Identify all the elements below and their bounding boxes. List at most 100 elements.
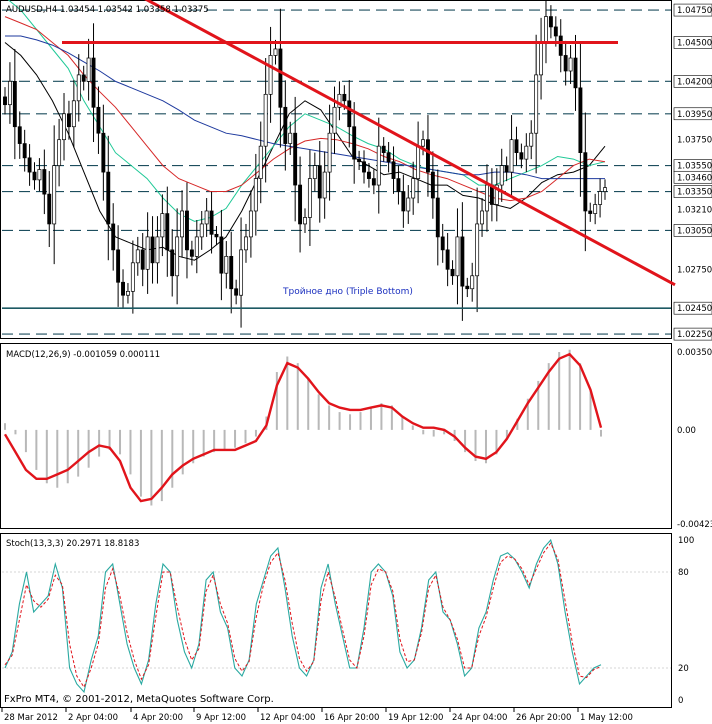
price-label-box	[673, 75, 712, 88]
candle-bull	[180, 210, 184, 238]
time-tick-label: 28 Mar 2012	[4, 713, 58, 723]
candle-bear	[81, 74, 86, 82]
candle-bear	[121, 281, 125, 296]
price-label-box	[673, 107, 712, 121]
candle-bear	[578, 87, 583, 154]
candle-bull	[593, 204, 598, 214]
candle-bear	[96, 106, 101, 134]
candle-bear	[371, 178, 376, 186]
candle-bull	[303, 217, 307, 225]
candle-bull	[135, 249, 140, 264]
candle-bull	[475, 223, 480, 277]
candle-bull	[258, 145, 263, 179]
triple-bottom-annotation: Тройное дно (Triple Bottom)	[282, 287, 413, 297]
candle-bear	[401, 191, 406, 212]
candle-bull	[421, 139, 425, 147]
time-tick-label: 9 Apr 12:00	[196, 713, 246, 723]
candle-bear	[32, 171, 37, 181]
candle-bull	[37, 169, 42, 181]
candle-bull	[52, 165, 57, 225]
stoch-tick-label: 80	[678, 568, 689, 578]
candle-bull	[534, 74, 539, 134]
candle-bull	[455, 236, 460, 277]
candle-bear	[460, 236, 465, 287]
time-tick-label: 2 Apr 04:00	[68, 713, 118, 723]
stoch-tick-label: 0	[678, 696, 683, 706]
candle-bear	[185, 210, 189, 251]
candle-bear	[519, 152, 524, 160]
price-tick-label: 1.03750	[677, 136, 712, 146]
candle-bear	[563, 55, 568, 72]
candle-bear	[150, 236, 155, 264]
candle-bear	[352, 126, 357, 160]
stoch-main-line	[4, 538, 602, 694]
candle-bear	[116, 249, 121, 283]
stoch-panel-frame	[0, 533, 672, 708]
candle-bear	[342, 93, 347, 102]
candle-bull	[76, 74, 81, 102]
candle-bear	[396, 178, 401, 192]
candle-bull	[199, 223, 204, 238]
candle-bear	[106, 171, 111, 225]
candle-bear	[426, 139, 430, 173]
candle-bull	[322, 171, 327, 199]
candle-bear	[357, 158, 362, 163]
candle-bear	[558, 35, 563, 56]
trendline	[144, 0, 676, 287]
candle-bear	[66, 113, 71, 128]
candle-bull	[312, 165, 317, 179]
candle-bear	[219, 236, 224, 274]
candle-bear	[450, 268, 455, 277]
stochastic-axis: 100 80 20 0	[678, 536, 694, 706]
candle-bull	[62, 113, 66, 141]
macd-tick-label: 0.00350	[677, 348, 712, 358]
price-tick-label: 1.03350	[677, 188, 712, 198]
candle-bear	[293, 132, 298, 186]
price-label-box	[673, 185, 712, 198]
price-axis: 1.04750 1.04500 1.04200 1.03950 1.03750 1.035…	[673, 3, 712, 341]
candle-bear	[298, 184, 303, 225]
candle-bear	[573, 57, 578, 89]
time-axis: 28 Mar 2012 2 Apr 04:00 4 Apr 20:00 9 Apr 1…	[1, 708, 633, 723]
price-tick-label: 1.03460	[677, 173, 712, 183]
macd-signal-line	[3, 352, 603, 503]
price-tick-label: 1.03550	[677, 162, 712, 172]
candle-bull	[539, 42, 544, 76]
candle-bull	[204, 210, 209, 225]
candle-bear	[170, 249, 175, 277]
candle-bull	[244, 236, 248, 251]
candle-bull	[332, 106, 337, 134]
price-tick-label: 1.03950	[677, 110, 712, 120]
candle-bull	[499, 165, 504, 186]
price-tick-label: 1.03050	[677, 226, 712, 236]
candle-bear	[317, 165, 322, 199]
price-tick-label: 1.02250	[677, 330, 712, 340]
candle-bear	[101, 132, 106, 173]
macd-indicator	[3, 349, 603, 506]
candle-bear	[91, 57, 96, 108]
candle-bull	[411, 178, 416, 199]
candle-bull	[145, 236, 150, 270]
candle-bear	[366, 171, 371, 179]
candle-bull	[248, 210, 253, 238]
moving-average-line	[7, 0, 606, 222]
price-tick-label: 1.04750	[677, 6, 712, 16]
candle-bull	[71, 100, 76, 128]
candle-bull	[337, 93, 342, 108]
candle-bear	[209, 210, 214, 235]
candle-bear	[430, 171, 435, 199]
stochastic-indicator	[2, 538, 671, 694]
candle-bull	[273, 48, 278, 56]
macd-tick-label: 0.00	[677, 426, 696, 436]
price-tick-label: 1.02750	[677, 265, 712, 275]
candle-bear	[22, 143, 27, 159]
price-label-box	[673, 3, 712, 17]
price-label-box	[673, 224, 712, 237]
candle-bull	[485, 184, 489, 212]
candle-bear	[440, 236, 445, 251]
candle-bull	[268, 55, 273, 95]
time-tick-label: 26 Apr 20:00	[516, 713, 571, 723]
macd-axis: 0.00350 0.00 -0.00423	[677, 348, 712, 530]
macd-label: MACD(12,26,9) -0.001059 0.000111	[6, 350, 160, 360]
